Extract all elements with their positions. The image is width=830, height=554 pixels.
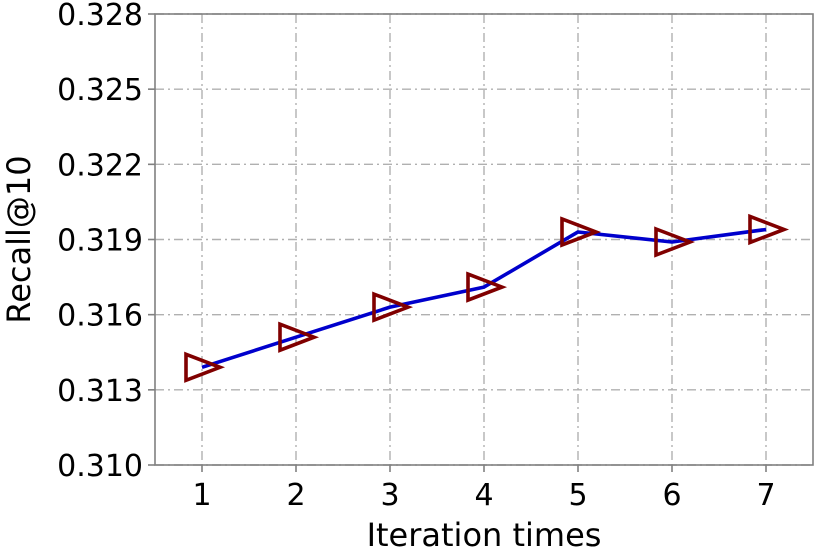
x-axis-ticks: 1 2 3 4 5 6 7 bbox=[192, 465, 776, 513]
grid-lines bbox=[155, 13, 813, 466]
x-tick-label: 7 bbox=[756, 478, 775, 513]
y-tick-label: 0.316 bbox=[57, 299, 143, 334]
x-tick-label: 6 bbox=[662, 478, 681, 513]
data-point-marker bbox=[560, 216, 602, 248]
x-tick-label: 1 bbox=[192, 478, 211, 513]
x-tick-label: 2 bbox=[286, 478, 305, 513]
data-point-marker bbox=[184, 351, 226, 383]
y-axis-ticks: 0.310 0.313 0.316 0.319 0.322 0.325 0.328 bbox=[57, 0, 155, 484]
x-axis-label: Iteration times bbox=[367, 516, 602, 554]
data-point-marker bbox=[372, 291, 414, 323]
data-point-marker bbox=[654, 226, 696, 258]
data-point-marker bbox=[278, 321, 320, 353]
y-tick-label: 0.322 bbox=[57, 148, 143, 183]
y-axis-label: Recall@10 bbox=[0, 155, 38, 323]
y-tick-label: 0.313 bbox=[57, 374, 143, 409]
x-tick-label: 4 bbox=[474, 478, 493, 513]
data-point-marker bbox=[466, 271, 508, 303]
y-tick-label: 0.310 bbox=[57, 449, 143, 484]
x-tick-label: 5 bbox=[568, 478, 587, 513]
plot-frame bbox=[154, 13, 814, 466]
series-line bbox=[201, 227, 767, 369]
data-point-marker bbox=[748, 213, 790, 246]
y-tick-label: 0.325 bbox=[57, 73, 143, 108]
series-layer bbox=[184, 213, 790, 383]
y-tick-label: 0.319 bbox=[57, 224, 143, 259]
x-tick-label: 3 bbox=[380, 478, 399, 513]
y-tick-label: 0.328 bbox=[57, 0, 143, 33]
